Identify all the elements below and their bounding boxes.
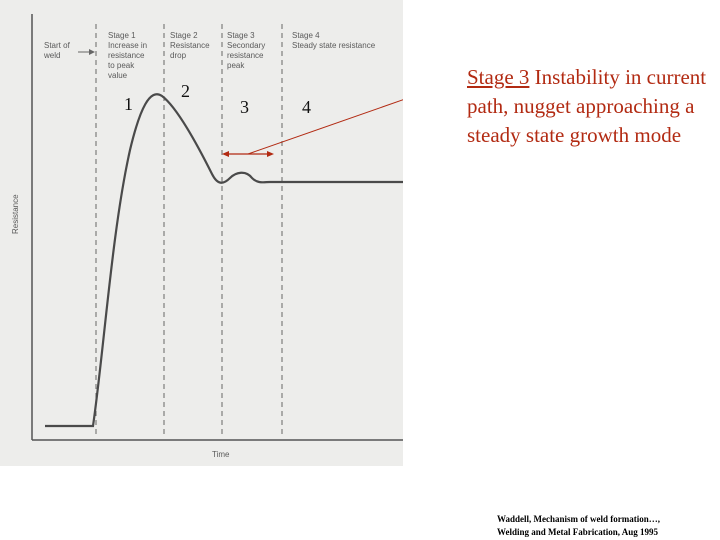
stage-1-label: Stage 1 Increase in resistance to peak v… <box>108 31 149 80</box>
stage3-span-arrow-left <box>222 151 229 157</box>
stage-3-label: Stage 3 Secondary resistance peak <box>227 31 267 70</box>
resistance-curve <box>45 93 403 428</box>
y-axis-label: Resistance <box>11 194 20 234</box>
stage-2-label: Stage 2 Resistance drop <box>170 31 212 60</box>
caption-body: Instability in current path, nugget appr… <box>467 65 707 147</box>
citation-line-1: Waddell, Mechanism of weld formation…, <box>497 514 660 524</box>
stage-4-label: Stage 4 Steady state resistance <box>292 31 376 50</box>
stage-dividers <box>95 24 283 438</box>
annotation-leader-line <box>247 99 403 155</box>
citation-line-2: Welding and Metal Fabrication, Aug 1995 <box>497 527 659 537</box>
resistance-time-diagram: Start of weld Stage 1 Increase in resist… <box>0 0 403 466</box>
stage-number-2: 2 <box>181 81 190 101</box>
caption-heading: Stage 3 <box>467 65 530 89</box>
citation: Waddell, Mechanism of weld formation…, W… <box>497 513 717 539</box>
start-of-weld-label: Start of weld <box>43 41 72 60</box>
stage-number-3: 3 <box>240 97 249 117</box>
stage3-span-arrow-right <box>267 151 274 157</box>
stage-3-caption: Stage 3 Instability in current path, nug… <box>467 63 707 150</box>
start-arrowhead <box>89 49 95 55</box>
x-axis-label: Time <box>212 450 230 459</box>
stage-number-1: 1 <box>124 94 133 114</box>
diagram-canvas: Start of weld Stage 1 Increase in resist… <box>11 14 403 459</box>
stage-number-4: 4 <box>302 97 311 117</box>
